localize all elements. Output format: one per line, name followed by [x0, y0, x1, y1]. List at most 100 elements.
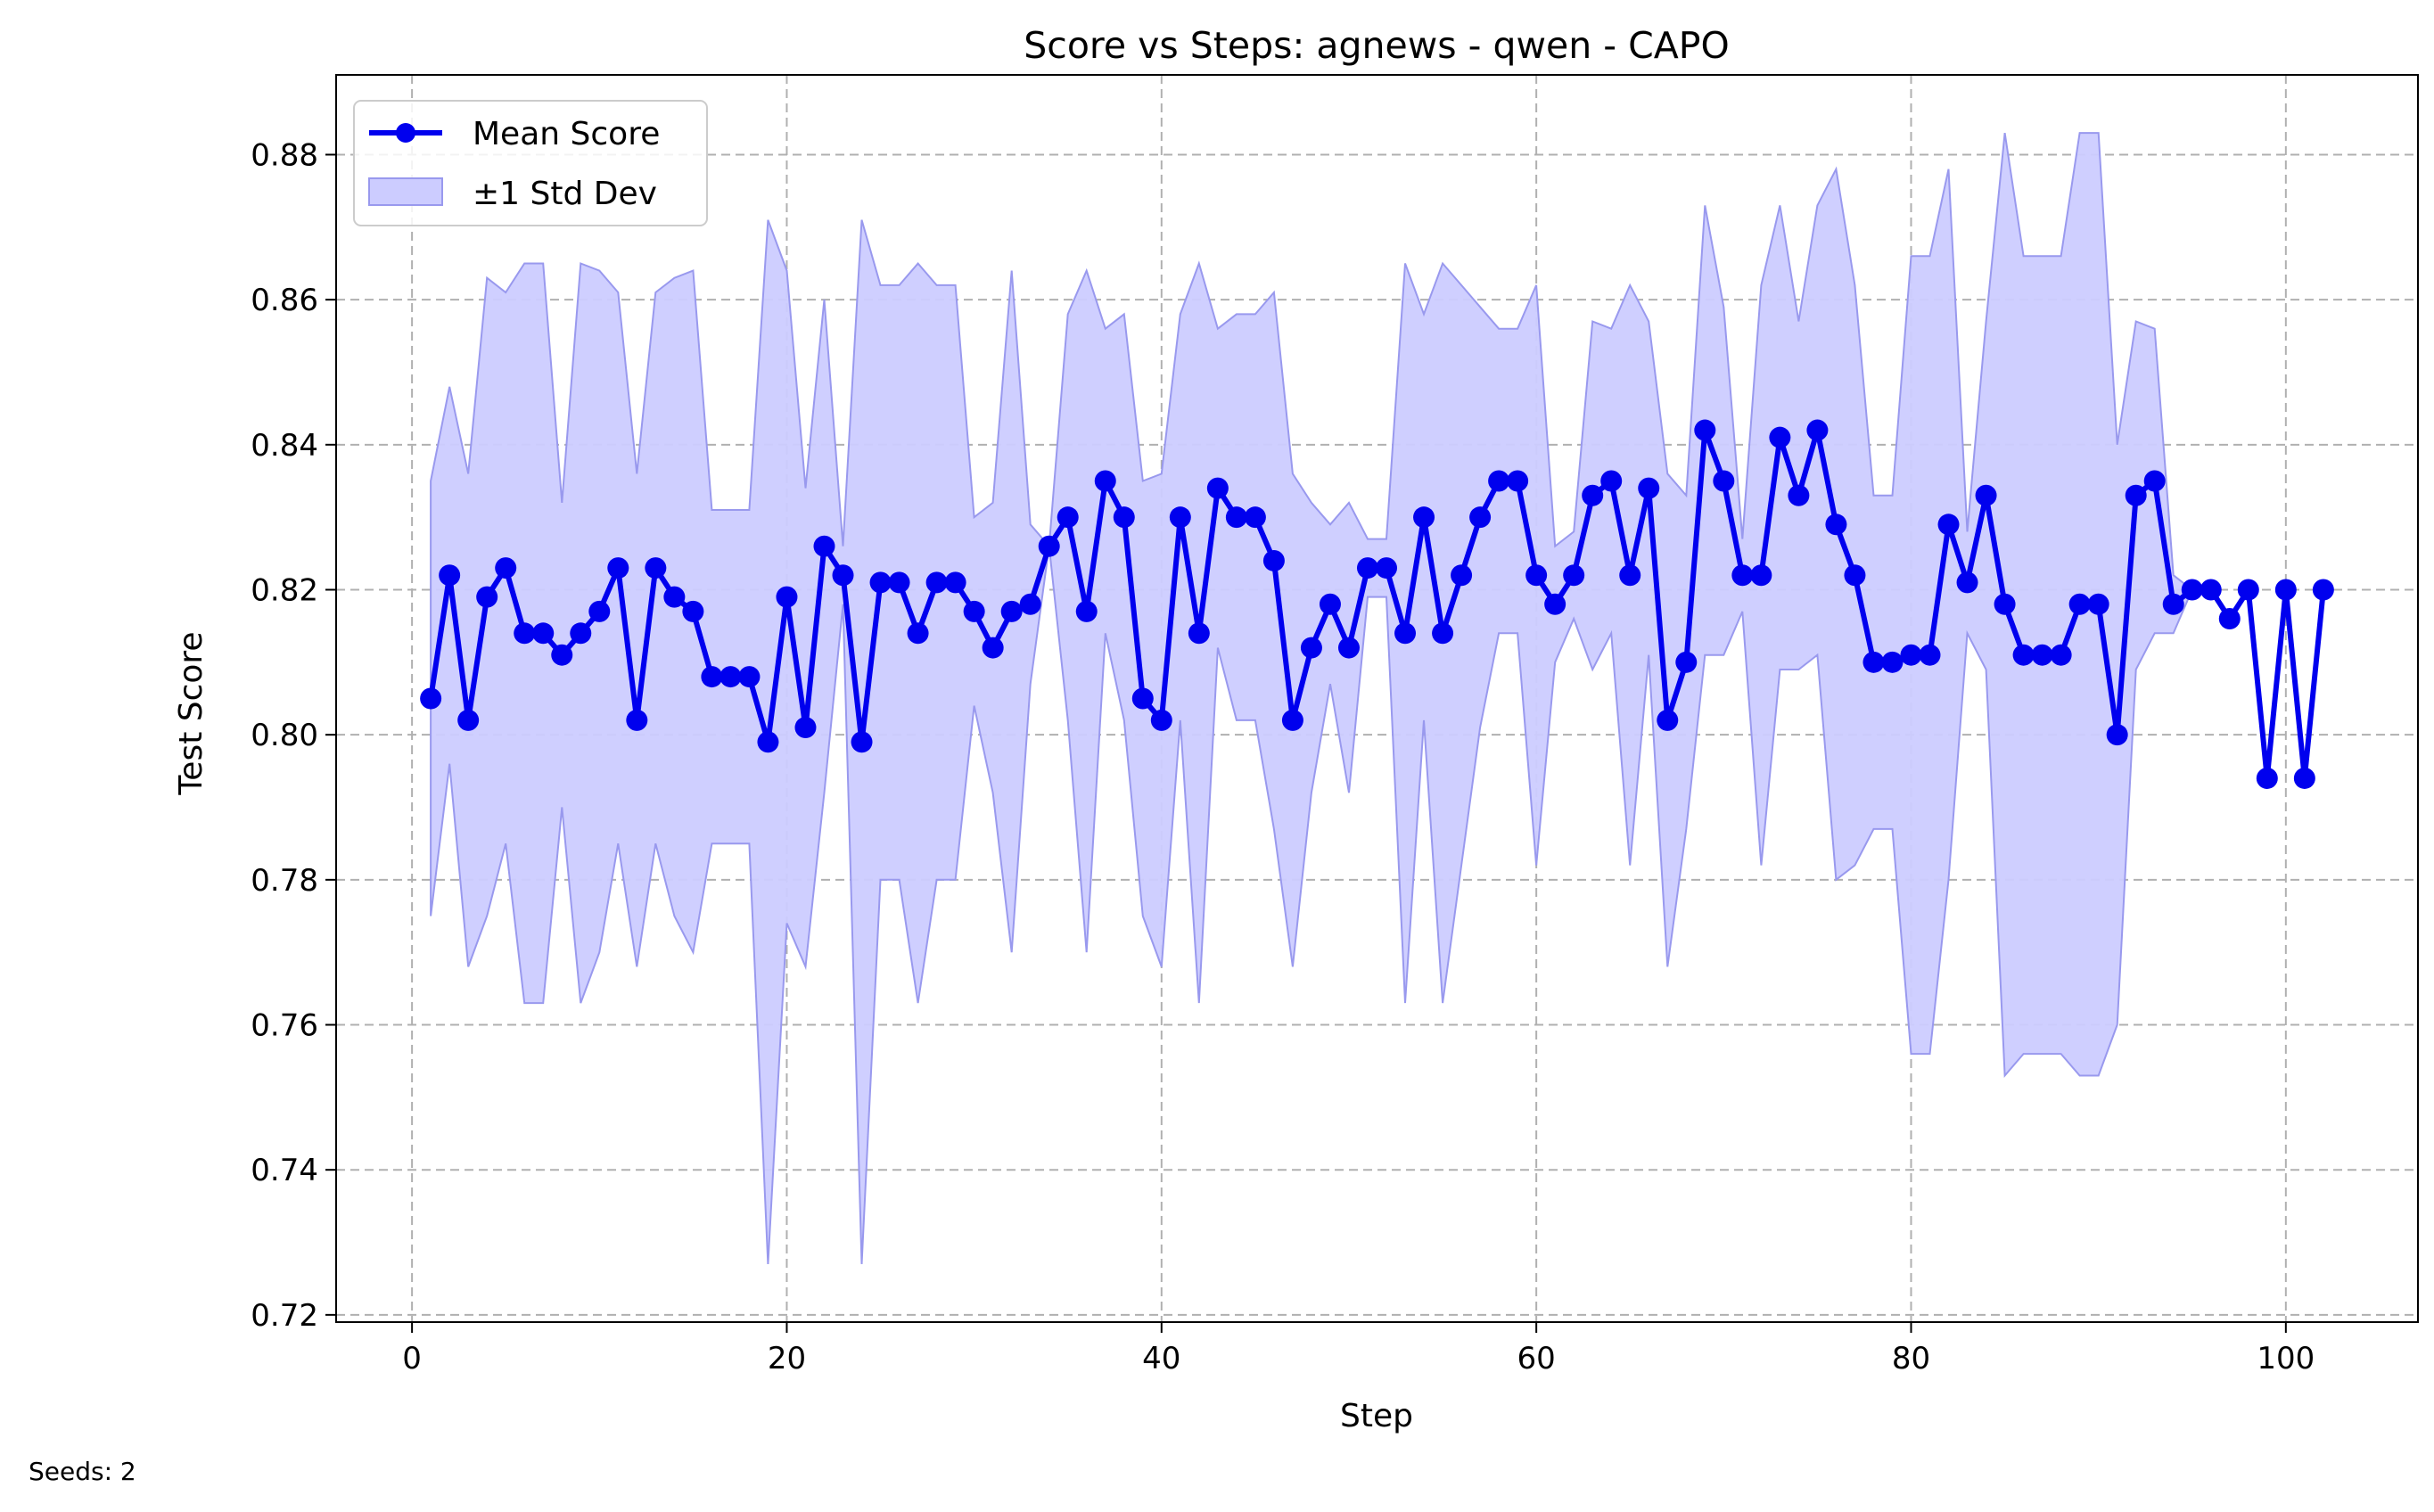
mean-score-point — [551, 644, 573, 666]
mean-score-point — [1825, 514, 1847, 536]
seeds-note: Seeds: 2 — [29, 1457, 136, 1486]
mean-score-point — [1750, 564, 1772, 587]
mean-score-point — [1582, 484, 1604, 506]
mean-score-point — [1113, 506, 1135, 529]
mean-score-point — [1600, 470, 1623, 492]
mean-score-point — [1806, 419, 1829, 441]
mean-score-point — [645, 557, 667, 579]
mean-score-point — [626, 709, 648, 731]
mean-score-point — [1225, 506, 1247, 529]
legend: Mean Score ±1 Std Dev — [353, 100, 708, 226]
mean-score-point — [2237, 579, 2259, 601]
legend-band-swatch — [368, 177, 443, 206]
mean-score-point — [701, 666, 723, 688]
mean-score-point — [2200, 579, 2222, 601]
mean-score-point — [1150, 709, 1172, 731]
mean-score-point — [720, 666, 742, 688]
mean-score-point — [944, 571, 966, 594]
legend-band-label: ±1 Std Dev — [473, 176, 657, 212]
x-tick-label: 80 — [1892, 1341, 1930, 1376]
y-tick-label: 0.78 — [251, 863, 318, 899]
mean-score-point — [2181, 579, 2203, 601]
mean-score-point — [869, 571, 892, 594]
mean-score-point — [457, 709, 480, 731]
mean-score-point — [2087, 593, 2109, 615]
mean-score-point — [1281, 709, 1303, 731]
mean-score-point — [1131, 687, 1154, 710]
mean-score-point — [1319, 593, 1341, 615]
mean-score-point — [851, 731, 873, 753]
mean-score-point — [982, 637, 1004, 659]
legend-mean-label: Mean Score — [473, 116, 660, 152]
x-axis-label: Step — [1340, 1398, 1413, 1434]
y-tick-label: 0.76 — [251, 1008, 318, 1044]
mean-score-point — [532, 622, 555, 645]
mean-score-point — [776, 586, 798, 608]
mean-score-point — [1000, 600, 1023, 622]
mean-score-point — [570, 622, 592, 645]
mean-score-point — [1956, 571, 1978, 594]
mean-score-point — [2293, 767, 2315, 789]
mean-line-layer — [420, 419, 2334, 789]
mean-score-point — [1638, 477, 1660, 499]
y-tick-label: 0.80 — [251, 718, 318, 753]
mean-score-point — [1544, 593, 1566, 615]
mean-score-point — [1394, 622, 1417, 645]
mean-score-point — [1563, 564, 1585, 587]
mean-score-point — [1731, 564, 1754, 587]
mean-score-point — [2068, 593, 2091, 615]
y-tick-label: 0.82 — [251, 572, 318, 608]
mean-score-point — [1937, 514, 1960, 536]
mean-score-point — [588, 600, 611, 622]
y-axis-ticks: 0.72 0.74 0.76 0.78 0.80 0.82 0.84 0.86 0.88 — [251, 137, 336, 1334]
mean-score-point — [1188, 622, 1210, 645]
mean-score-point — [1675, 651, 1698, 673]
mean-score-point — [1788, 484, 1810, 506]
mean-score-point — [2012, 644, 2035, 666]
x-axis-ticks: 0 20 40 60 80 100 — [402, 1322, 2315, 1376]
mean-score-point — [1900, 644, 1922, 666]
mean-score-point — [1488, 470, 1510, 492]
mean-score-point — [757, 731, 779, 753]
mean-score-point — [1244, 506, 1266, 529]
y-tick-label: 0.74 — [251, 1153, 318, 1188]
legend-mean-marker-swatch — [396, 123, 415, 143]
mean-score-point — [1863, 651, 1885, 673]
mean-score-point — [2050, 644, 2072, 666]
mean-score-point — [832, 564, 854, 587]
mean-score-point — [420, 687, 442, 710]
y-tick-label: 0.84 — [251, 428, 318, 464]
mean-score-point — [738, 666, 761, 688]
mean-score-point — [1975, 484, 1997, 506]
mean-score-point — [2162, 593, 2184, 615]
mean-score-point — [439, 564, 461, 587]
mean-score-point — [1919, 644, 1941, 666]
mean-score-point — [1619, 564, 1641, 587]
mean-score-point — [1337, 637, 1360, 659]
mean-score-point — [813, 535, 835, 557]
mean-score-point — [1206, 477, 1229, 499]
mean-score-point — [2125, 484, 2147, 506]
mean-score-point — [1994, 593, 2016, 615]
y-axis-label: Test Score — [173, 631, 210, 795]
mean-score-point — [607, 557, 629, 579]
mean-score-point — [925, 571, 948, 594]
mean-score-point — [1019, 593, 1041, 615]
mean-score-point — [1169, 506, 1191, 529]
y-tick-label: 0.86 — [251, 283, 318, 318]
mean-score-point — [2274, 579, 2297, 601]
mean-score-point — [476, 586, 498, 608]
mean-score-point — [1881, 651, 1904, 673]
plot-frame — [335, 74, 2419, 1323]
mean-score-point — [2106, 724, 2128, 746]
mean-score-point — [2256, 767, 2278, 789]
mean-score-point — [663, 586, 686, 608]
mean-score-point — [1413, 506, 1435, 529]
mean-score-point — [2143, 470, 2166, 492]
mean-score-point — [1057, 506, 1079, 529]
chart-title: Score vs Steps: agnews - qwen - CAPO — [1024, 24, 1730, 67]
mean-score-point — [1075, 600, 1098, 622]
y-tick-label: 0.72 — [251, 1298, 318, 1334]
x-tick-label: 100 — [2257, 1341, 2315, 1376]
y-tick-label: 0.88 — [251, 137, 318, 173]
